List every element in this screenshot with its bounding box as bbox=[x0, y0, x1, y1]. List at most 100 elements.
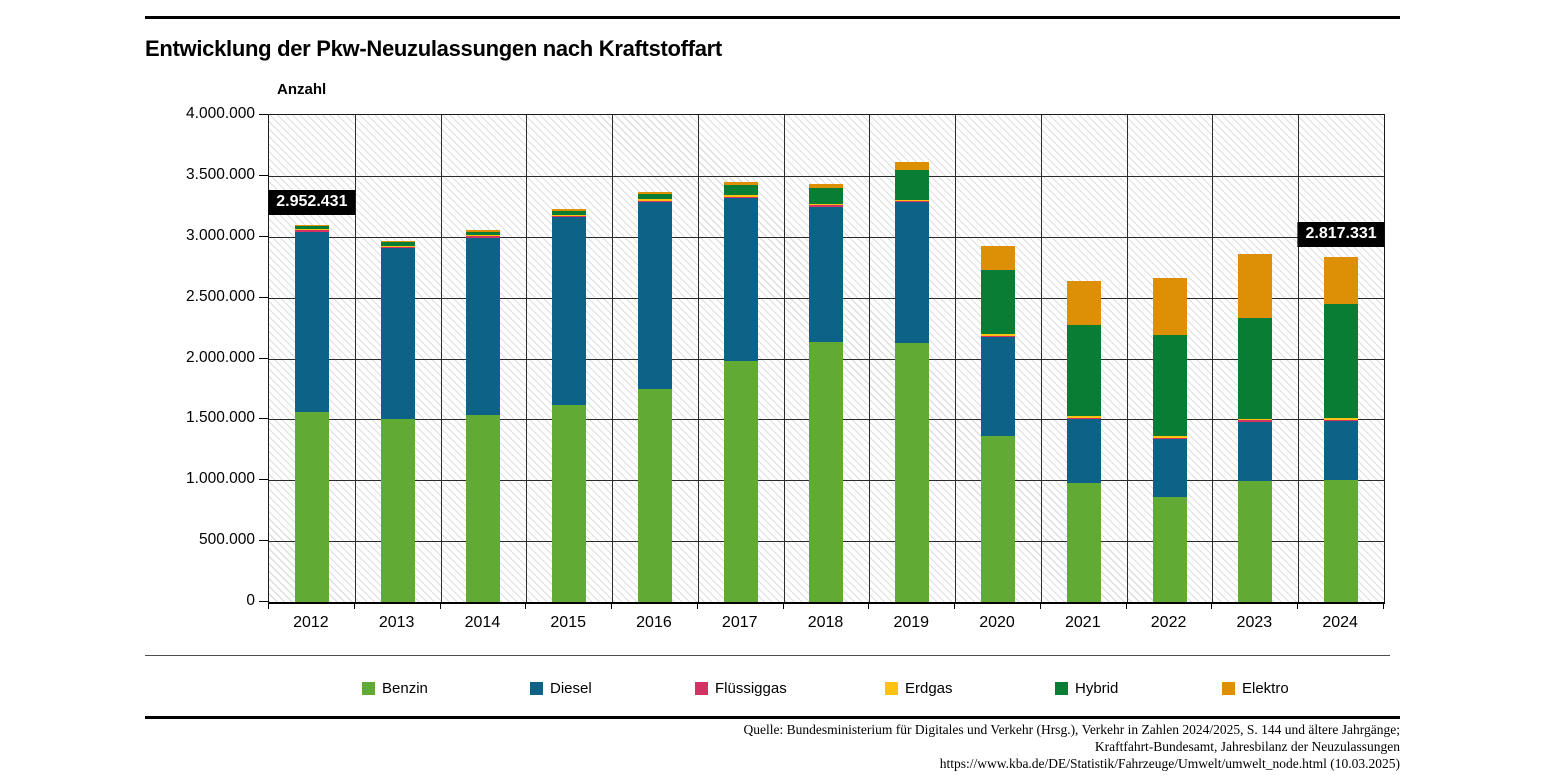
y-tick-label: 3.500.000 bbox=[186, 165, 255, 183]
bar-segment-2012-erdgas bbox=[294, 228, 329, 231]
bar-segment-2012-hybrid bbox=[294, 226, 329, 229]
x-axis-tick bbox=[1125, 603, 1127, 609]
bar-segment-2021-elektro bbox=[1066, 281, 1101, 325]
bar-column-2023 bbox=[1212, 115, 1298, 602]
y-axis-tick bbox=[259, 296, 268, 298]
bar-column-2022 bbox=[1127, 115, 1213, 602]
bar-segment-2017-diesel bbox=[723, 197, 758, 361]
x-axis-tick bbox=[954, 603, 956, 609]
gridline-vertical bbox=[1212, 115, 1214, 602]
bar-segment-2022-diesel bbox=[1152, 438, 1187, 497]
legend-divider bbox=[145, 655, 1390, 656]
y-axis-tick bbox=[259, 174, 268, 176]
bar-segment-2018-erdgas bbox=[809, 203, 844, 206]
stacked-bar-2023 bbox=[1238, 254, 1273, 602]
bar-segment-2020-benzin bbox=[981, 435, 1016, 602]
bar-column-2024 bbox=[1298, 115, 1384, 602]
bar-column-2017 bbox=[698, 115, 784, 602]
gridline-vertical bbox=[526, 115, 528, 602]
y-axis-tick bbox=[259, 114, 268, 115]
stacked-bar-2020 bbox=[981, 246, 1016, 602]
y-tick-label: 4.000.000 bbox=[186, 105, 255, 122]
legend-swatch-elektro-icon bbox=[1222, 682, 1235, 695]
bar-segment-2017-flüssiggas bbox=[723, 196, 758, 198]
bar-segment-2024-erdgas bbox=[1324, 418, 1359, 420]
legend-item-diesel: Diesel bbox=[530, 680, 592, 697]
bar-segment-2015-diesel bbox=[552, 217, 587, 405]
legend-label: Benzin bbox=[382, 680, 428, 697]
plot-area: 2.952.431 2.817.331 bbox=[268, 114, 1385, 604]
gridline-vertical bbox=[869, 115, 871, 602]
legend-item-flüssiggas: Flüssiggas bbox=[695, 680, 787, 697]
legend-label: Flüssiggas bbox=[715, 680, 787, 697]
x-tick-label: 2017 bbox=[721, 614, 758, 631]
x-tick-label: 2022 bbox=[1150, 614, 1187, 631]
bar-segment-2016-benzin bbox=[637, 389, 672, 602]
bar-segment-2017-elektro bbox=[723, 181, 758, 185]
y-tick-label: 2.500.000 bbox=[186, 287, 255, 305]
bar-segment-2018-flüssiggas bbox=[809, 205, 844, 207]
bar-segment-2012-flüssiggas bbox=[294, 230, 329, 232]
bar-segment-2024-elektro bbox=[1324, 257, 1359, 304]
y-axis-tick bbox=[259, 601, 268, 602]
legend-swatch-hybrid-icon bbox=[1055, 682, 1068, 695]
legend-swatch-flüssiggas-icon bbox=[695, 682, 708, 695]
legend-swatch-erdgas-icon bbox=[885, 682, 898, 695]
stacked-bar-2019 bbox=[895, 162, 930, 602]
x-tick-label: 2013 bbox=[378, 614, 415, 631]
x-axis-tick bbox=[1039, 603, 1041, 609]
source-line: Quelle: Bundesministerium für Digitales … bbox=[743, 722, 1401, 737]
legend-swatch-benzin-icon bbox=[362, 682, 375, 695]
gridline-vertical bbox=[783, 115, 785, 602]
y-axis-title: Anzahl bbox=[277, 81, 327, 98]
legend-swatch-diesel-icon bbox=[530, 682, 543, 695]
x-tick-label: 2012 bbox=[293, 614, 329, 631]
x-axis-tick bbox=[696, 603, 698, 609]
y-tick-label: 1.000.000 bbox=[186, 470, 255, 488]
bar-segment-2014-benzin bbox=[466, 414, 501, 602]
stacked-bar-2016 bbox=[637, 192, 672, 602]
bar-column-2021 bbox=[1041, 115, 1127, 602]
x-tick-label: 2024 bbox=[1322, 614, 1358, 631]
y-tick-label: 500.000 bbox=[198, 531, 255, 549]
bar-segment-2024-hybrid bbox=[1324, 303, 1359, 419]
value-label-2024: 2.817.331 bbox=[1297, 222, 1385, 248]
bar-segment-2023-hybrid bbox=[1238, 317, 1273, 419]
bar-segment-2022-benzin bbox=[1152, 496, 1187, 602]
source-note: Quelle: Bundesministerium für Digitales … bbox=[744, 721, 1401, 772]
bar-segment-2014-erdgas bbox=[466, 235, 501, 237]
bar-segment-2021-benzin bbox=[1066, 482, 1101, 602]
bar-segment-2017-erdgas bbox=[723, 195, 758, 197]
legend-label: Hybrid bbox=[1075, 680, 1119, 697]
bar-segment-2021-erdgas bbox=[1066, 416, 1101, 418]
y-tick-label: 1.500.000 bbox=[186, 409, 255, 427]
gridline-horizontal bbox=[269, 175, 1384, 177]
bar-segment-2019-elektro bbox=[895, 162, 930, 170]
bar-segment-2014-elektro bbox=[466, 230, 501, 232]
stacked-bar-2012 bbox=[294, 225, 329, 602]
legend-item-hybrid: Hybrid bbox=[1055, 680, 1118, 697]
bar-segment-2014-flüssiggas bbox=[466, 236, 501, 238]
bar-segment-2015-flüssiggas bbox=[552, 216, 587, 218]
gridline-vertical bbox=[1126, 115, 1128, 602]
x-tick-label: 2018 bbox=[807, 614, 844, 631]
y-axis-tick bbox=[259, 418, 268, 420]
gridline-vertical bbox=[1040, 115, 1042, 602]
x-axis-tick bbox=[268, 603, 269, 609]
stacked-bar-2022 bbox=[1152, 277, 1187, 602]
bar-segment-2021-diesel bbox=[1066, 419, 1101, 483]
bar-column-2014 bbox=[441, 115, 527, 602]
y-axis-tick bbox=[259, 540, 268, 542]
y-axis-tick bbox=[259, 235, 268, 237]
bar-segment-2020-hybrid bbox=[981, 270, 1016, 335]
y-tick-label: 3.000.000 bbox=[186, 226, 255, 244]
bar-segment-2018-diesel bbox=[809, 206, 844, 342]
legend-label: Erdgas bbox=[905, 680, 953, 697]
x-axis-tick bbox=[1383, 603, 1384, 609]
bar-segment-2023-elektro bbox=[1238, 254, 1273, 318]
x-tick-label: 2023 bbox=[1236, 614, 1273, 631]
stacked-bar-2021 bbox=[1066, 281, 1101, 602]
bar-segment-2020-erdgas bbox=[981, 334, 1016, 336]
legend-item-benzin: Benzin bbox=[362, 680, 428, 697]
